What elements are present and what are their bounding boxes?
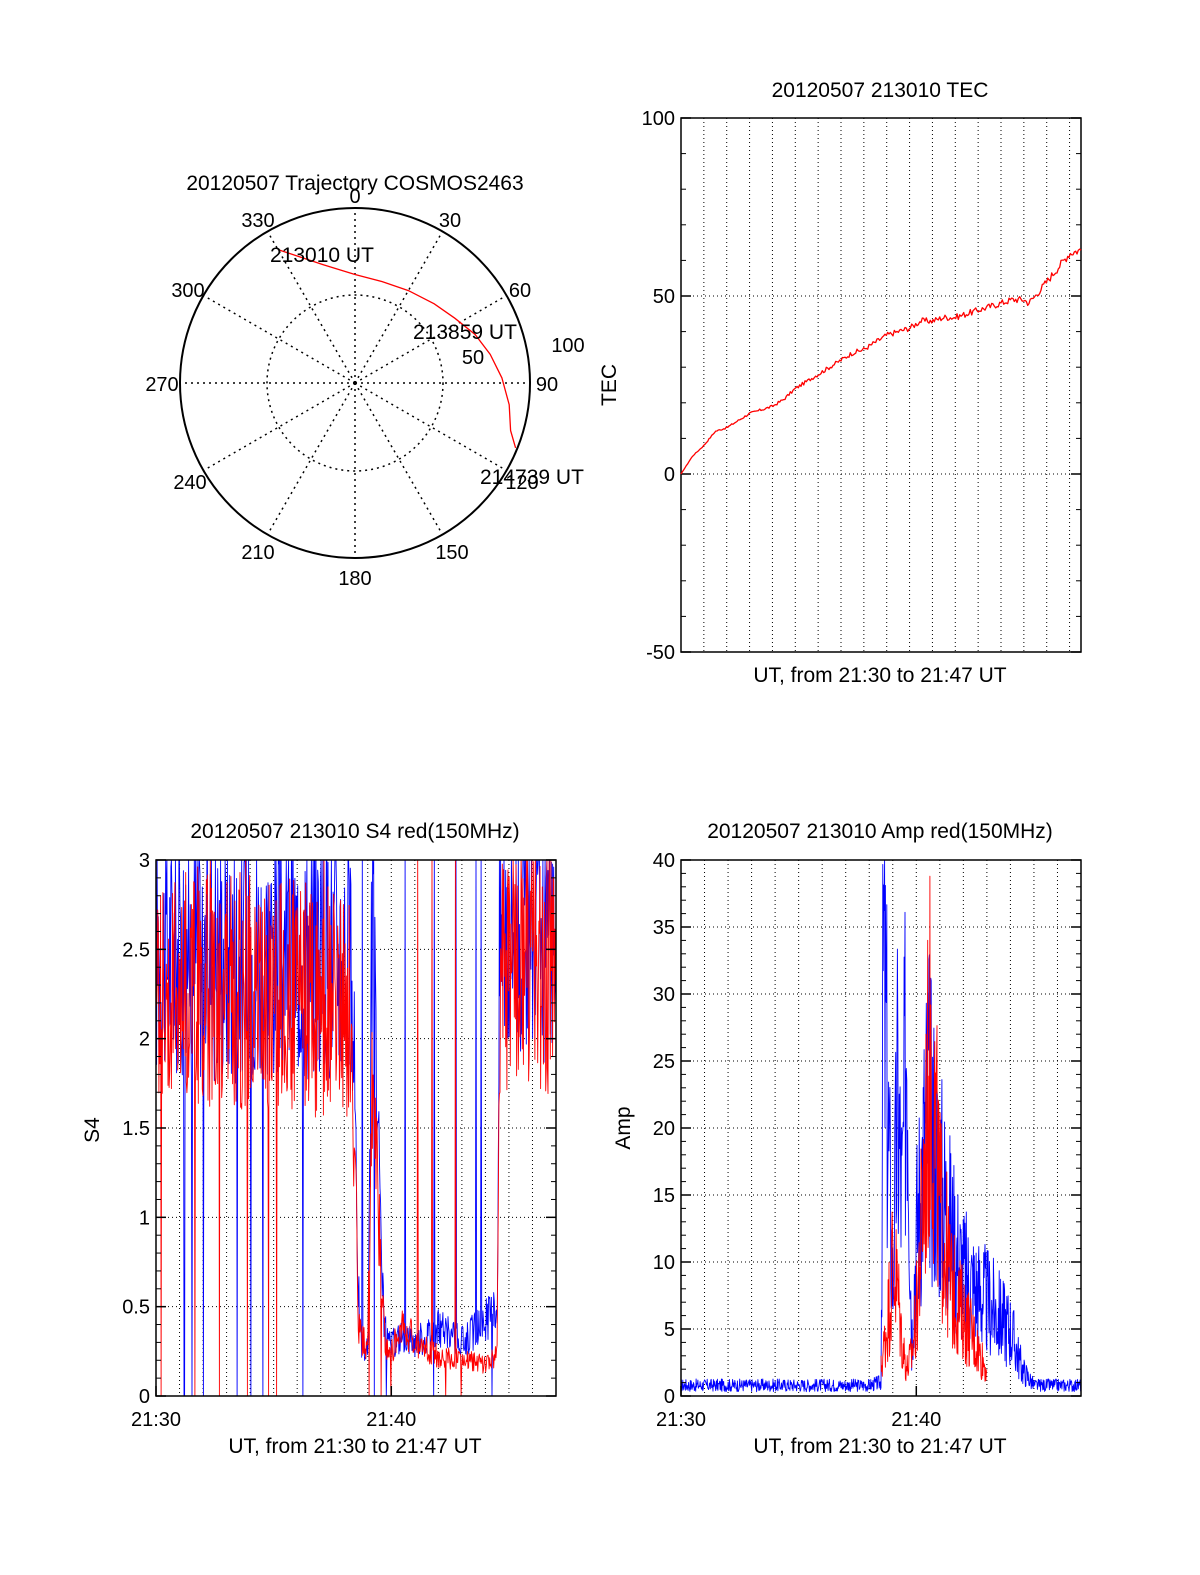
angle-label-90: 90 bbox=[536, 374, 558, 396]
angle-label-0: 0 bbox=[349, 186, 360, 208]
radial-label-100: 100 bbox=[551, 335, 584, 357]
amp-series-group bbox=[680, 859, 1082, 1393]
polar-spokes bbox=[180, 208, 530, 558]
polar-spoke-150 bbox=[354, 382, 444, 535]
tec-ytick-label: -50 bbox=[646, 642, 675, 664]
polar-spoke-120 bbox=[354, 382, 507, 472]
amp-chart: 20120507 213010 Amp red(150MHz) 0 5 10 15 20… bbox=[612, 820, 1082, 1458]
amp-ytick-label: 15 bbox=[653, 1185, 675, 1207]
angle-label-150: 150 bbox=[435, 542, 468, 564]
s4-xtick-label: 21:30 bbox=[131, 1409, 181, 1431]
amp-xtick-label: 21:40 bbox=[891, 1409, 941, 1431]
s4-xlabel: UT, from 21:30 to 21:47 UT bbox=[228, 1435, 481, 1458]
tec-y-ticks: -50 0 50 100 bbox=[642, 108, 1081, 664]
polar-spoke-330 bbox=[266, 231, 356, 384]
tec-xlabel: UT, from 21:30 to 21:47 UT bbox=[753, 664, 1006, 687]
s4-x-ticks: 21:30 21:40 bbox=[131, 1386, 416, 1431]
trajectory-mid-label: 213859 UT bbox=[413, 321, 517, 344]
s4-ytick-label: 1 bbox=[139, 1207, 150, 1229]
trajectory-chart: 20120507 Trajectory COSMOS2463 0 30 60 9… bbox=[145, 172, 584, 590]
s4-ytick-label: 0.5 bbox=[122, 1297, 150, 1319]
angle-label-210: 210 bbox=[241, 542, 274, 564]
angle-label-180: 180 bbox=[338, 568, 371, 590]
amp-ytick-label: 30 bbox=[653, 984, 675, 1006]
amp-xtick-label: 21:30 bbox=[656, 1409, 706, 1431]
s4-chart: 20120507 213010 S4 red(150MHz) 0 0.5 1 1.5 2… bbox=[81, 820, 557, 1458]
amp-ytick-label: 0 bbox=[664, 1386, 675, 1408]
angle-label-300: 300 bbox=[171, 280, 204, 302]
amp-ytick-label: 40 bbox=[653, 850, 675, 872]
trajectory-title: 20120507 Trajectory COSMOS2463 bbox=[186, 172, 523, 195]
amp-ytick-label: 10 bbox=[653, 1252, 675, 1274]
angle-label-270: 270 bbox=[145, 374, 178, 396]
tec-plot-frame bbox=[680, 117, 1082, 653]
trajectory-series bbox=[277, 248, 517, 449]
amp-ytick-label: 5 bbox=[664, 1319, 675, 1341]
tec-title: 20120507 213010 TEC bbox=[772, 79, 989, 102]
inner-circle bbox=[266, 294, 444, 472]
angle-label-240: 240 bbox=[173, 472, 206, 494]
s4-title: 20120507 213010 S4 red(150MHz) bbox=[190, 820, 519, 843]
amp-series-red bbox=[880, 875, 988, 1382]
tec-series-red bbox=[680, 248, 1082, 475]
amp-ytick-label: 25 bbox=[653, 1051, 675, 1073]
tec-ytick-label: 100 bbox=[642, 108, 675, 130]
polar-spoke-300 bbox=[203, 294, 356, 384]
amp-series-blue bbox=[680, 859, 1082, 1393]
tec-ytick-label: 0 bbox=[664, 464, 675, 486]
amp-y-ticks: 0 5 10 15 20 25 30 35 40 bbox=[653, 850, 1081, 1408]
polar-spoke-60 bbox=[354, 294, 507, 384]
angle-label-120: 120 bbox=[505, 472, 538, 494]
tec-series-group bbox=[680, 248, 1082, 475]
s4-y-ticks: 0 0.5 1 1.5 2 2.5 3 bbox=[122, 850, 556, 1408]
tec-ytick-label: 50 bbox=[653, 286, 675, 308]
amp-title: 20120507 213010 Amp red(150MHz) bbox=[707, 820, 1053, 843]
polar-spoke-30 bbox=[354, 231, 444, 384]
polar-spoke-210 bbox=[266, 382, 356, 535]
s4-ytick-label: 2.5 bbox=[122, 939, 150, 961]
s4-xtick-label: 21:40 bbox=[366, 1409, 416, 1431]
s4-ytick-label: 1.5 bbox=[122, 1118, 150, 1140]
s4-series-group bbox=[155, 859, 557, 1397]
tec-chart: 20120507 213010 TEC -50 0 50 100 UT, from 2… bbox=[598, 79, 1082, 687]
trajectory-end-label: 214739 UT bbox=[480, 466, 584, 489]
s4-ytick-label: 2 bbox=[139, 1029, 150, 1051]
amp-ylabel: Amp bbox=[612, 1106, 635, 1149]
amp-ytick-label: 35 bbox=[653, 917, 675, 939]
trajectory-start-label: 213010 UT bbox=[270, 244, 374, 267]
amp-xlabel: UT, from 21:30 to 21:47 UT bbox=[753, 1435, 1006, 1458]
angle-label-60: 60 bbox=[509, 280, 531, 302]
s4-series-red bbox=[155, 859, 557, 1397]
s4-ylabel: S4 bbox=[81, 1117, 104, 1143]
angle-label-30: 30 bbox=[439, 210, 461, 232]
s4-ytick-label: 0 bbox=[139, 1386, 150, 1408]
amp-x-ticks: 21:30 21:40 bbox=[656, 1386, 941, 1431]
radial-label-50: 50 bbox=[462, 347, 484, 369]
tec-ylabel: TEC bbox=[598, 364, 621, 406]
angle-label-330: 330 bbox=[241, 210, 274, 232]
amp-ytick-label: 20 bbox=[653, 1118, 675, 1140]
s4-ytick-label: 3 bbox=[139, 850, 150, 872]
tec-grid bbox=[681, 118, 1081, 652]
polar-spoke-240 bbox=[203, 382, 356, 472]
